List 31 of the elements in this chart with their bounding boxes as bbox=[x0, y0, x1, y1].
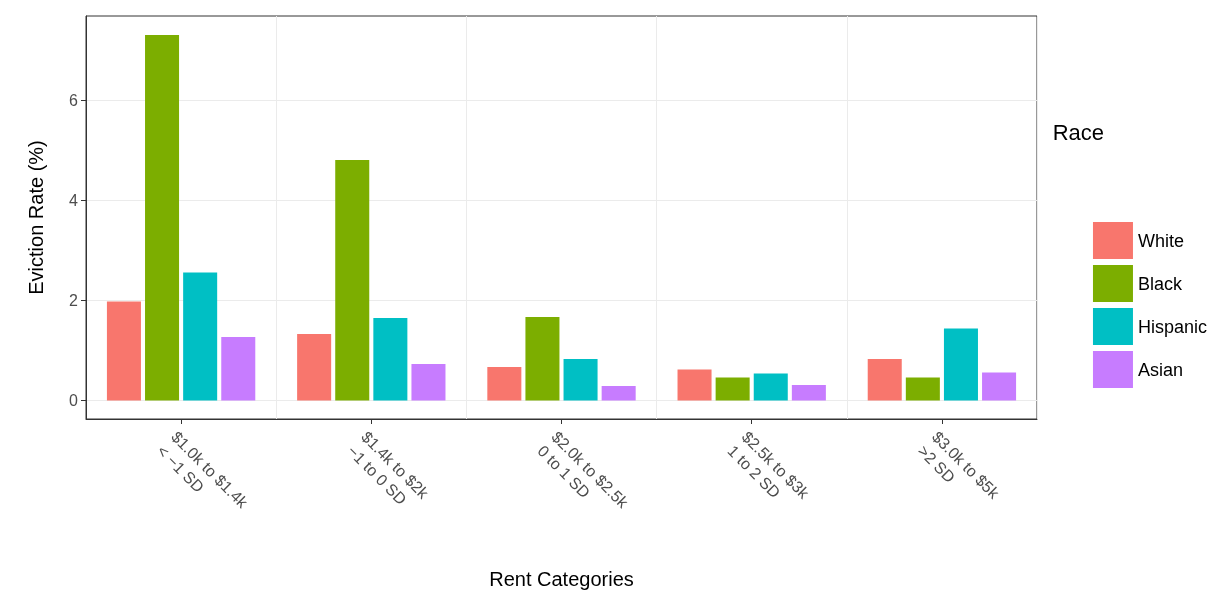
bar bbox=[791, 385, 826, 401]
bar bbox=[943, 328, 978, 401]
legend-label: Hispanic bbox=[1137, 316, 1207, 337]
bar bbox=[373, 318, 408, 401]
bar bbox=[335, 160, 370, 401]
y-tick-label: 6 bbox=[69, 92, 79, 109]
bar bbox=[297, 334, 332, 401]
bar bbox=[753, 373, 788, 401]
bar bbox=[563, 359, 598, 401]
y-axis-title: Eviction Rate (%) bbox=[25, 140, 47, 295]
bar bbox=[183, 272, 218, 401]
bar bbox=[601, 386, 636, 401]
legend-title: Race bbox=[1052, 119, 1104, 145]
bar bbox=[715, 377, 750, 401]
legend-label: Black bbox=[1137, 273, 1183, 294]
bar bbox=[982, 372, 1017, 401]
bar bbox=[487, 367, 522, 401]
x-axis-title: Rent Categories bbox=[489, 568, 634, 590]
bar bbox=[905, 377, 940, 401]
legend-label: Asian bbox=[1137, 359, 1183, 380]
y-tick-label: 4 bbox=[69, 192, 79, 209]
legend-label: White bbox=[1137, 230, 1184, 251]
bar bbox=[677, 369, 712, 401]
bar bbox=[867, 359, 902, 401]
y-tick-label: 2 bbox=[69, 292, 79, 309]
bar bbox=[145, 35, 180, 401]
bar bbox=[411, 364, 446, 401]
bar bbox=[221, 337, 256, 401]
bar bbox=[106, 301, 141, 401]
y-tick-label: 0 bbox=[69, 392, 79, 409]
bar bbox=[525, 317, 560, 401]
